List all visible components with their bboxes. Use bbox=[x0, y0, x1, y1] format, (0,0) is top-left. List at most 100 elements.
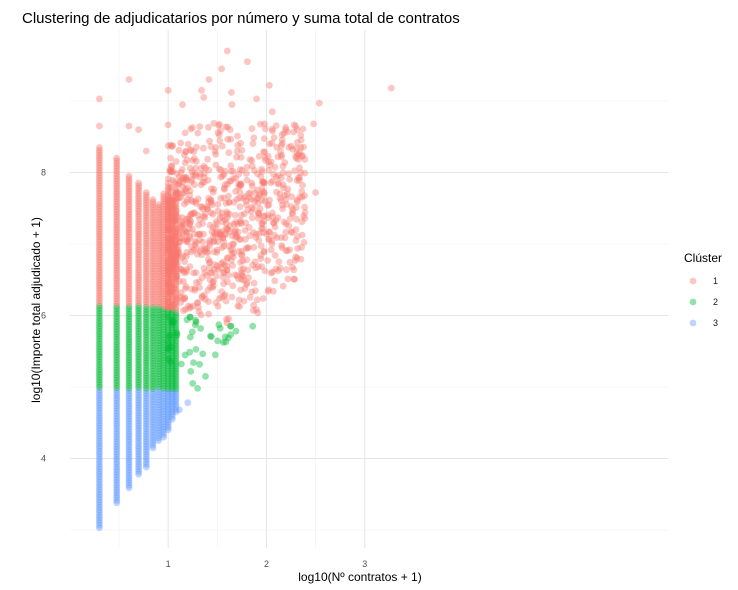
data-point-cluster-2 bbox=[160, 336, 168, 344]
data-point-cluster-2 bbox=[160, 310, 168, 318]
data-point-cluster-1 bbox=[155, 296, 163, 303]
data-point-cluster-1 bbox=[175, 180, 183, 187]
data-point-cluster-1 bbox=[113, 218, 121, 226]
data-point-cluster-2 bbox=[125, 320, 133, 328]
data-point-cluster-1 bbox=[113, 226, 121, 234]
data-point-cluster-2 bbox=[113, 320, 121, 328]
data-point-cluster-1 bbox=[211, 261, 219, 268]
data-point-cluster-1 bbox=[135, 284, 143, 292]
data-point-cluster-3 bbox=[149, 423, 157, 431]
data-point-cluster-1 bbox=[175, 174, 183, 181]
data-point-cluster-2 bbox=[164, 360, 172, 367]
data-point-cluster-2 bbox=[172, 309, 180, 317]
data-point-cluster-1 bbox=[252, 264, 260, 272]
data-point-cluster-2 bbox=[135, 330, 143, 338]
data-point-cluster-2 bbox=[96, 317, 103, 325]
data-point-cluster-1 bbox=[269, 209, 276, 217]
data-point-cluster-2 bbox=[142, 313, 150, 321]
data-point-cluster-1 bbox=[201, 295, 209, 303]
data-point-cluster-1 bbox=[172, 192, 180, 199]
data-point-cluster-1 bbox=[155, 268, 163, 275]
data-point-cluster-3 bbox=[168, 410, 176, 418]
data-point-cluster-1 bbox=[248, 162, 256, 170]
data-point-cluster-3 bbox=[113, 389, 121, 397]
data-point-cluster-1 bbox=[221, 185, 228, 193]
data-point-cluster-1 bbox=[125, 246, 133, 254]
data-point-cluster-1 bbox=[224, 214, 232, 221]
data-point-cluster-2 bbox=[96, 345, 103, 353]
data-point-cluster-1 bbox=[113, 239, 121, 246]
data-point-cluster-1 bbox=[135, 182, 143, 190]
data-point-cluster-1 bbox=[125, 223, 133, 231]
data-point-cluster-1 bbox=[218, 244, 226, 252]
y-axis-label: log10(Importe total adjudicado + 1) bbox=[29, 217, 43, 403]
data-point-cluster-2 bbox=[113, 384, 121, 392]
data-point-cluster-1 bbox=[160, 205, 168, 213]
data-point-cluster-3 bbox=[155, 385, 163, 393]
data-point-cluster-2 bbox=[142, 379, 150, 387]
data-point-cluster-1 bbox=[255, 192, 263, 199]
data-point-cluster-1 bbox=[96, 210, 103, 218]
data-point-cluster-1 bbox=[170, 245, 178, 253]
data-point-cluster-1 bbox=[172, 207, 180, 215]
data-point-cluster-1 bbox=[166, 208, 174, 216]
data-point-cluster-1 bbox=[155, 206, 163, 214]
data-point-cluster-1 bbox=[224, 123, 232, 131]
data-point-cluster-2 bbox=[192, 316, 200, 324]
data-point-cluster-3 bbox=[113, 387, 121, 394]
data-point-cluster-2 bbox=[167, 358, 175, 366]
data-point-cluster-1 bbox=[181, 295, 189, 303]
data-point-cluster-3 bbox=[113, 458, 121, 466]
data-point-cluster-1 bbox=[271, 252, 279, 259]
data-point-cluster-1 bbox=[200, 291, 208, 299]
data-point-cluster-1 bbox=[223, 262, 231, 270]
data-point-cluster-2 bbox=[125, 374, 133, 382]
data-point-cluster-1 bbox=[299, 125, 307, 133]
y-tick-label: 4 bbox=[41, 454, 46, 464]
data-point-cluster-1 bbox=[264, 152, 272, 160]
data-point-cluster-1 bbox=[254, 194, 261, 202]
data-point-cluster-3 bbox=[96, 435, 103, 442]
data-point-cluster-1 bbox=[125, 177, 133, 185]
data-point-cluster-2 bbox=[164, 321, 172, 329]
data-point-cluster-1 bbox=[182, 187, 190, 195]
data-point-cluster-2 bbox=[172, 342, 180, 350]
data-point-cluster-1 bbox=[278, 242, 286, 249]
data-point-cluster-1 bbox=[236, 203, 244, 211]
data-point-cluster-3 bbox=[96, 430, 103, 437]
data-point-cluster-1 bbox=[260, 212, 268, 220]
data-point-cluster-3 bbox=[149, 434, 157, 441]
data-point-cluster-1 bbox=[258, 165, 265, 173]
data-point-cluster-1 bbox=[204, 286, 212, 294]
data-point-cluster-1 bbox=[165, 204, 173, 212]
legend-key-3 bbox=[689, 319, 697, 327]
data-point-cluster-1 bbox=[272, 217, 280, 224]
data-point-cluster-3 bbox=[155, 421, 163, 429]
data-point-cluster-1 bbox=[168, 262, 176, 270]
data-point-cluster-1 bbox=[213, 272, 220, 280]
data-point-cluster-3 bbox=[96, 496, 103, 504]
data-point-cluster-1 bbox=[96, 251, 103, 259]
data-point-cluster-1 bbox=[168, 219, 176, 227]
data-point-cluster-2 bbox=[168, 344, 176, 352]
data-point-cluster-1 bbox=[286, 258, 294, 266]
data-point-cluster-1 bbox=[125, 218, 133, 226]
data-point-cluster-1 bbox=[231, 271, 239, 279]
data-point-cluster-3 bbox=[149, 436, 157, 444]
data-point-cluster-2 bbox=[160, 385, 168, 392]
data-point-cluster-2 bbox=[135, 350, 143, 358]
data-point-cluster-1 bbox=[250, 167, 258, 174]
data-point-cluster-1 bbox=[165, 240, 173, 248]
data-point-cluster-1 bbox=[149, 283, 157, 290]
data-point-cluster-2 bbox=[164, 336, 172, 344]
data-point-cluster-1 bbox=[268, 240, 276, 248]
data-point-cluster-3 bbox=[96, 386, 103, 394]
data-point-cluster-1 bbox=[220, 171, 228, 178]
data-point-cluster-1 bbox=[166, 282, 174, 290]
data-point-cluster-2 bbox=[168, 313, 176, 321]
data-point-cluster-2 bbox=[172, 314, 180, 322]
data-point-cluster-1 bbox=[172, 207, 180, 215]
data-point-cluster-2 bbox=[125, 308, 133, 315]
data-point-cluster-1 bbox=[165, 201, 172, 209]
data-point-cluster-1 bbox=[234, 132, 241, 140]
